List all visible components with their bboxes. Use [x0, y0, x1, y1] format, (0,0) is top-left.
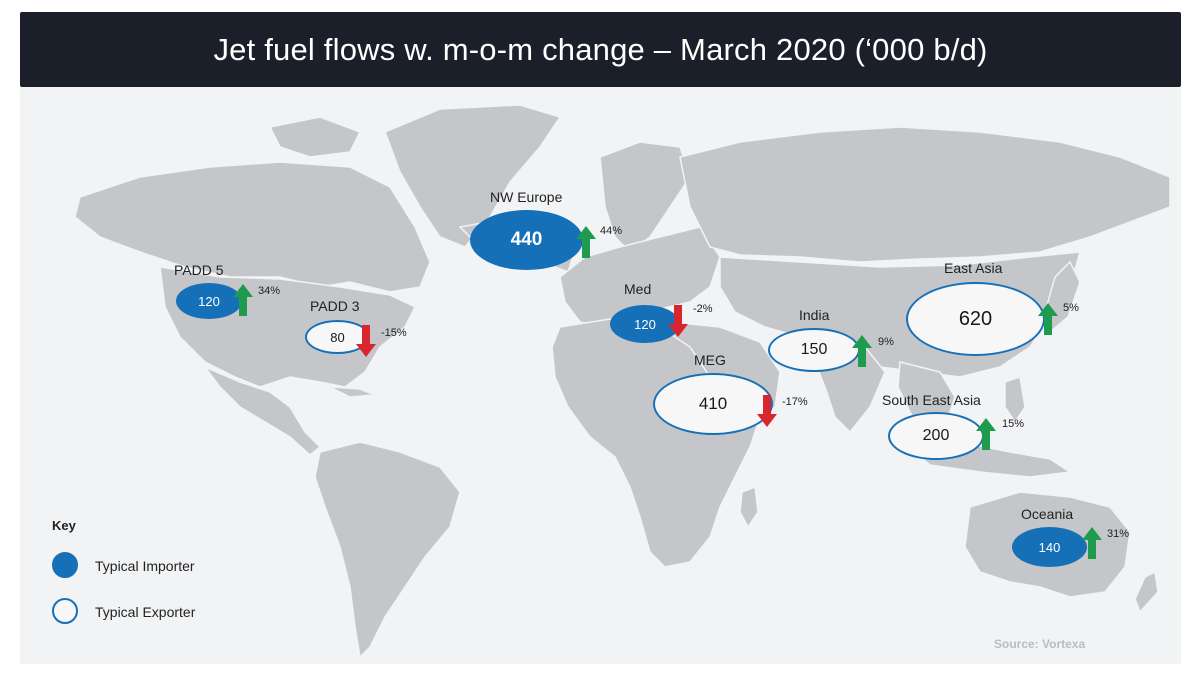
padd3-decrease-arrow-icon: [356, 325, 376, 357]
east-asia-bubble: 620: [906, 282, 1045, 356]
meg-change: -17%: [782, 396, 808, 408]
nw-europe-label: NW Europe: [490, 189, 563, 205]
med-label: Med: [624, 281, 652, 297]
meg-value: 410: [698, 394, 728, 413]
world-map: [20, 87, 1181, 664]
oceania-label: Oceania: [1021, 506, 1074, 522]
land-north-america-north: [74, 161, 431, 293]
india-increase-arrow-icon: [852, 335, 872, 367]
padd5-increase-arrow-icon: [233, 284, 253, 316]
oceania-increase-arrow-icon: [1082, 527, 1102, 559]
land-scandinavia: [599, 141, 691, 253]
east-asia-label: East Asia: [944, 260, 1003, 276]
padd3-value: 80: [330, 329, 345, 345]
land-greenland: [384, 104, 562, 248]
land-south-america: [314, 441, 461, 659]
nw-europe-value: 440: [510, 229, 543, 250]
land-russia: [679, 126, 1171, 263]
south-east-asia-value: 200: [922, 427, 950, 444]
padd5-value: 120: [198, 293, 220, 309]
south-east-asia-label: South East Asia: [882, 392, 981, 408]
med-value: 120: [634, 316, 656, 332]
nw-europe-increase-arrow-icon: [576, 226, 596, 258]
nw-europe-change: 44%: [600, 225, 623, 237]
south-east-asia-increase-arrow-icon: [976, 418, 996, 450]
world-landmass: [74, 104, 1171, 659]
key-exporter-label: Typical Exporter: [95, 604, 196, 620]
nw-europe-bubble: 440: [470, 210, 583, 270]
med-change: -2%: [693, 303, 713, 315]
padd5-change: 34%: [258, 285, 281, 297]
india-value: 150: [800, 341, 828, 358]
land-philippines: [1004, 376, 1026, 424]
key-importer-label: Typical Importer: [95, 558, 195, 574]
east-asia-change: 5%: [1063, 302, 1079, 314]
oceania-change: 31%: [1107, 528, 1130, 540]
oceania-bubble: 140: [1012, 527, 1087, 567]
map-title: Jet fuel flows w. m-o-m change – March 2…: [20, 12, 1181, 87]
east-asia-value: 620: [958, 307, 993, 330]
meg-decrease-arrow-icon: [757, 395, 777, 427]
east-asia-increase-arrow-icon: [1038, 303, 1058, 335]
land-caribbean: [329, 386, 376, 398]
meg-label: MEG: [694, 352, 726, 368]
south-east-asia-bubble: 200: [888, 412, 984, 460]
padd3-change: -15%: [381, 327, 407, 339]
padd5-bubble: 120: [176, 283, 242, 319]
med-bubble: 120: [610, 305, 680, 343]
key-importer-swatch: [52, 552, 78, 578]
key-title: Key: [52, 518, 76, 533]
land-arctic-islands: [268, 116, 362, 158]
key-exporter-swatch: [52, 598, 78, 624]
padd5-label: PADD 5: [174, 262, 224, 278]
south-east-asia-change: 15%: [1002, 418, 1025, 430]
land-new-zealand: [1134, 570, 1159, 614]
land-madagascar: [739, 485, 759, 529]
oceania-value: 140: [1038, 539, 1061, 555]
meg-bubble: 410: [653, 373, 773, 435]
padd3-label: PADD 3: [310, 298, 360, 314]
med-decrease-arrow-icon: [668, 305, 688, 337]
source-credit: Source: Vortexa: [994, 637, 1086, 651]
india-change: 9%: [878, 336, 894, 348]
india-bubble: 150: [768, 328, 860, 372]
land-central-america: [202, 365, 322, 456]
india-label: India: [799, 307, 830, 323]
